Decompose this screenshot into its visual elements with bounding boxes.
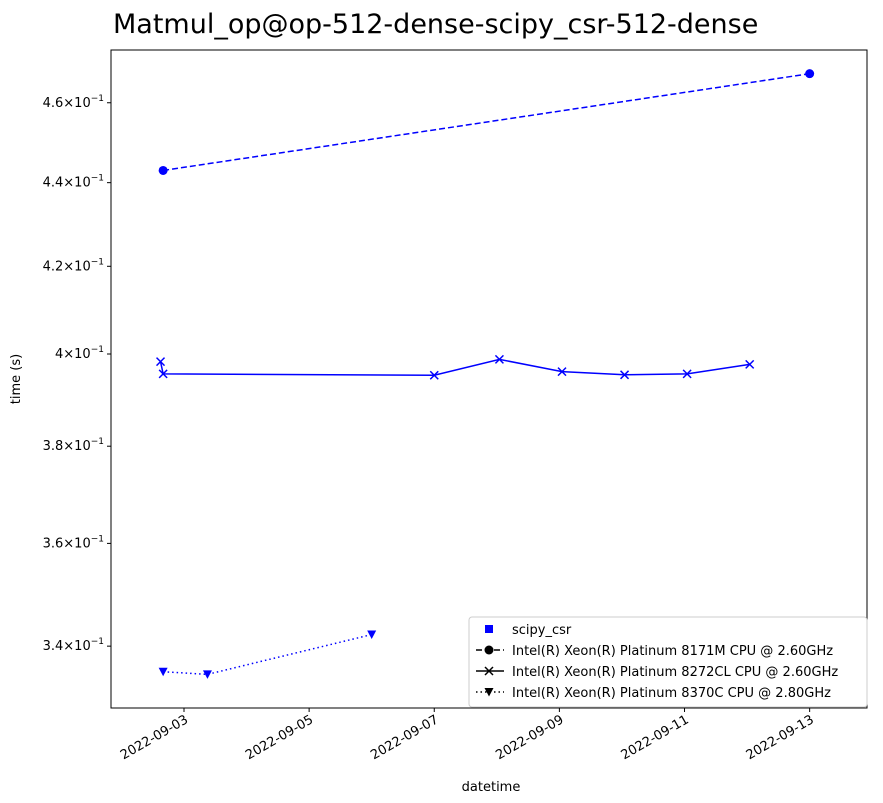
- chart-title: Matmul_op@op-512-dense-scipy_csr-512-den…: [113, 9, 758, 40]
- y-axis: 3.4×10−1 3.6×10−1 3.8×10−1 4×10−1 4.2×10−1 4.…: [43, 94, 111, 654]
- x-tick-label: 2022-09-09: [493, 712, 566, 763]
- data-point: [202, 670, 212, 679]
- data-point: [158, 667, 168, 677]
- legend-label: Intel(R) Xeon(R) Platinum 8272CL CPU @ 2…: [512, 665, 838, 680]
- y-tick-label: 4.2×10−1: [43, 257, 104, 274]
- data-point: [494, 354, 504, 364]
- y-tick-label: 3.4×10−1: [43, 637, 104, 654]
- legend-frame: [468, 616, 868, 708]
- data-point: [158, 165, 168, 175]
- x-axis-label: datetime: [462, 780, 521, 795]
- legend-label: Intel(R) Xeon(R) Platinum 8171M CPU @ 2.…: [512, 644, 833, 659]
- data-point: [682, 369, 692, 379]
- plot-area: [156, 69, 815, 679]
- legend-marker: [484, 645, 494, 655]
- data-point: [367, 630, 377, 640]
- y-tick-label: 4×10−1: [55, 345, 104, 362]
- y-axis-label: time (s): [9, 354, 24, 404]
- legend-marker: [484, 666, 494, 676]
- data-point: [158, 369, 168, 379]
- y-tick-label: 4.4×10−1: [43, 174, 104, 191]
- axes-frame: [110, 49, 868, 709]
- x-tick-label: 2022-09-13: [744, 712, 817, 763]
- x-tick-label: 2022-09-11: [619, 712, 692, 763]
- legend: scipy_csr Intel(R) Xeon(R) Platinum 8171M…: [468, 616, 868, 708]
- legend-marker: [484, 688, 494, 697]
- x-tick-label: 2022-09-03: [118, 712, 191, 763]
- y-tick-label: 4.6×10−1: [43, 94, 104, 111]
- series-line: [159, 358, 750, 376]
- y-tick-label: 3.8×10−1: [43, 437, 104, 454]
- data-point: [805, 69, 815, 79]
- legend-label: Intel(R) Xeon(R) Platinum 8370C CPU @ 2.…: [512, 686, 831, 701]
- data-point: [745, 359, 755, 369]
- data-point: [620, 370, 630, 380]
- legend-label: scipy_csr: [512, 623, 572, 638]
- y-tick-label: 3.6×10−1: [43, 534, 104, 551]
- x-tick-label: 2022-09-05: [243, 712, 316, 763]
- series-line: [163, 72, 810, 172]
- data-point: [557, 367, 567, 377]
- x-tick-label: 2022-09-07: [368, 712, 441, 763]
- data-point: [156, 357, 166, 367]
- legend-marker: [485, 625, 493, 633]
- data-point: [429, 370, 439, 380]
- series-line: [163, 633, 372, 676]
- x-axis: 2022-09-03 2022-09-05 2022-09-07 2022-09-09…: [118, 708, 817, 763]
